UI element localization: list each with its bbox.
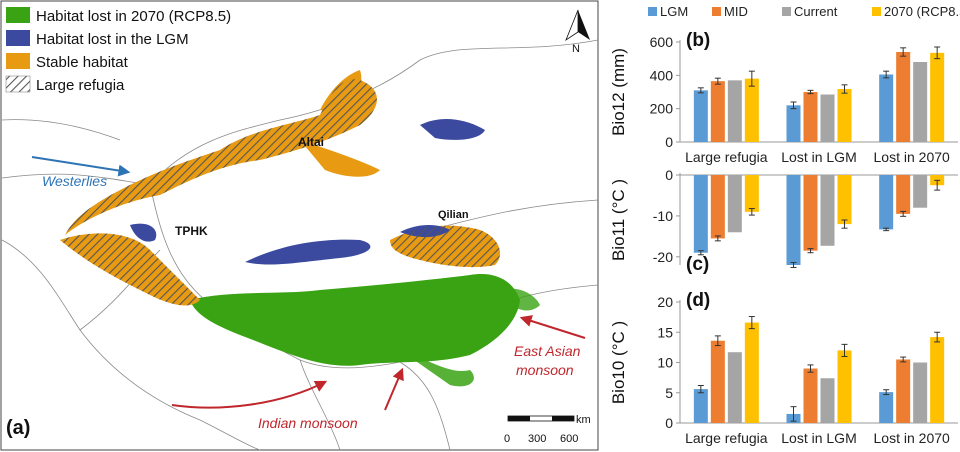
indian-monsoon-arrow-left <box>171 380 328 409</box>
bar-d-lgm <box>693 389 708 423</box>
bar-d-2070-rcp8-5- <box>744 322 759 423</box>
bar-b-2070-rcp8-5- <box>837 89 852 142</box>
map-legend: Habitat lost in 2070 (RCP8.5) Habitat lo… <box>4 4 231 100</box>
bar-c-lgm <box>879 175 894 230</box>
bar-b-current <box>727 80 742 142</box>
bar-d-mid <box>803 368 818 423</box>
legend-swatch-lost-2070 <box>6 7 30 23</box>
east-asian-monsoon-label-2: monsoon <box>516 362 574 378</box>
indian-monsoon-label: Indian monsoon <box>258 415 358 431</box>
category-label-d: Lost in 2070 <box>874 430 950 446</box>
bar-d-lgm <box>879 392 894 423</box>
panel-label-a: (a) <box>6 417 30 439</box>
bar-d-2070-rcp8-5- <box>837 350 852 423</box>
scale-tick-600: 600 <box>560 433 578 445</box>
legend-label-mid: MID <box>724 4 748 19</box>
indian-monsoon-arrow-right <box>384 367 404 411</box>
bar-d-current <box>913 362 928 423</box>
bar-b-lgm <box>879 74 894 142</box>
legend-label-2070-rcp8-5-: 2070 (RCP8.5) <box>884 4 960 19</box>
scale-unit: km <box>576 414 591 426</box>
y-axis-label-d: Bio10 (°C ) <box>609 321 628 404</box>
north-label: N <box>572 43 580 55</box>
bar-b-current <box>820 94 835 142</box>
north-arrow-icon: N <box>565 9 590 55</box>
y-tick-label-d: 0 <box>665 415 673 431</box>
y-tick-label-b: 400 <box>650 67 674 83</box>
bar-c-lgm <box>786 175 801 265</box>
bar-c-2070-rcp8-5- <box>744 175 759 212</box>
panel-label-b: (b) <box>686 30 710 51</box>
y-tick-label-b: 200 <box>650 101 674 117</box>
scale-tick-300: 300 <box>528 433 546 445</box>
bar-b-current <box>913 62 928 142</box>
bar-b-mid <box>803 92 818 142</box>
bar-c-current <box>727 175 742 233</box>
category-label-d: Lost in LGM <box>781 430 856 446</box>
westerlies-arrow <box>31 156 131 177</box>
bar-b-mid <box>710 81 725 142</box>
bar-b-lgm <box>786 105 801 142</box>
bar-c-current <box>820 175 835 246</box>
habitat-lost-2070-region <box>190 274 540 387</box>
bar-b-lgm <box>693 90 708 142</box>
category-label-d: Large refugia <box>685 430 768 446</box>
bar-b-mid <box>896 52 911 142</box>
legend-swatch-2070-rcp8-5- <box>872 7 881 16</box>
bar-c-current <box>913 175 928 208</box>
bar-d-mid <box>710 340 725 423</box>
legend-label-refugia: Large refugia <box>36 77 125 94</box>
legend-label-lost-2070: Habitat lost in 2070 (RCP8.5) <box>36 8 231 25</box>
legend-swatch-lgm <box>648 7 657 16</box>
legend-swatch-current <box>782 7 791 16</box>
bar-b-2070-rcp8-5- <box>930 52 945 143</box>
legend-label-current: Current <box>794 4 838 19</box>
bar-d-current <box>820 378 835 423</box>
panel-label-d: (d) <box>686 290 710 311</box>
category-label-b: Lost in LGM <box>781 149 856 165</box>
legend-swatch-lost-lgm <box>6 30 30 46</box>
east-asian-monsoon-arrow <box>519 315 586 339</box>
y-tick-label-c: -10 <box>653 208 673 224</box>
legend-label-lgm: LGM <box>660 4 688 19</box>
category-label-b: Lost in 2070 <box>874 149 950 165</box>
bar-d-mid <box>896 359 911 423</box>
place-label-altai: Altai <box>298 135 324 149</box>
scale-tick-0: 0 <box>504 433 510 445</box>
y-tick-label-d: 20 <box>657 294 673 310</box>
y-tick-label-d: 10 <box>657 355 673 371</box>
y-tick-label-d: 5 <box>665 385 673 401</box>
y-axis-label-c: Bio11 (°C ) <box>609 179 628 261</box>
y-tick-label-b: 600 <box>650 34 674 50</box>
panel-label-c: (c) <box>686 254 709 275</box>
legend-swatch-stable <box>6 53 30 69</box>
bar-c-mid <box>710 175 725 239</box>
y-axis-label-b: Bio12 (mm) <box>609 48 628 136</box>
bar-c-mid <box>803 175 818 251</box>
y-tick-label-d: 15 <box>657 324 673 340</box>
scale-bar: km 0 300 600 <box>504 414 591 445</box>
east-asian-monsoon-label-1: East Asian <box>514 343 581 359</box>
legend-label-stable: Stable habitat <box>36 54 129 71</box>
y-tick-label-c: -20 <box>653 249 673 265</box>
habitat-map: Habitat lost in 2070 (RCP8.5) Habitat lo… <box>0 0 599 451</box>
legend-label-lost-lgm: Habitat lost in the LGM <box>36 31 189 48</box>
westerlies-label: Westerlies <box>42 173 107 189</box>
bar-d-current <box>727 352 742 423</box>
bar-b-2070-rcp8-5- <box>744 78 759 142</box>
place-label-qilian: Qilian <box>438 209 469 221</box>
y-tick-label-b: 0 <box>665 134 673 150</box>
legend-swatch-refugia <box>5 75 31 93</box>
y-tick-label-c: 0 <box>665 167 673 183</box>
place-label-tphk: TPHK <box>175 224 208 238</box>
bar-c-lgm <box>693 175 708 253</box>
legend-swatch-mid <box>712 7 721 16</box>
large-refugia-region <box>60 79 500 306</box>
bar-c-2070-rcp8-5- <box>837 175 852 225</box>
bar-d-2070-rcp8-5- <box>930 337 945 423</box>
category-label-b: Large refugia <box>685 149 768 165</box>
bar-c-mid <box>896 175 911 214</box>
